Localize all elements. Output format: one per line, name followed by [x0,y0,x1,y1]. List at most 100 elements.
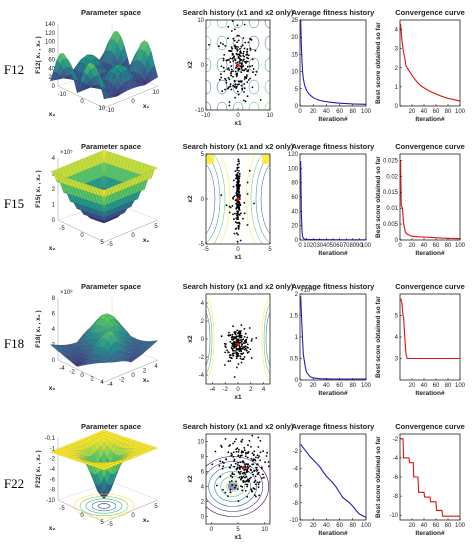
search-point [248,439,251,442]
search-point [235,345,238,348]
search-point [234,70,237,73]
x-axis-label: x1 [234,120,242,127]
search-point [244,41,247,44]
surface-mesh [49,313,159,367]
search-point [233,440,236,443]
search-point [264,461,266,464]
best-point [236,197,240,201]
x-tick-label: 40 [421,523,428,529]
search-point [257,446,260,448]
search-point [233,179,235,182]
search-point [222,488,224,491]
search-point [246,81,249,83]
search-point [253,481,256,484]
y-tick-label: 10 [197,440,204,446]
average-fitness-panel: Average fitness history 0 20 40 60 80 100 0 5 10 1… [291,8,375,123]
y-tick-label: -2 [199,355,205,361]
search-point [236,34,239,37]
contour-line [264,35,270,51]
x1-axis-label: x₁ [143,103,150,110]
x-tick-label: 0 [398,243,402,249]
x2-tick-label: 0 [80,373,84,379]
search-point [231,335,234,338]
search-point [237,233,239,236]
search-point [237,222,240,224]
search-point [243,346,246,349]
x-tick-label: 80 [445,523,452,529]
x-tick-label: 40 [323,243,330,249]
x-axis-label: Iteration# [415,250,445,257]
search-point [242,217,244,220]
search-point [232,70,235,73]
x-tick-label: 100 [361,243,372,249]
y-tick-label: 0 [295,104,299,110]
panel-title: Parameter space [81,142,141,151]
plot-frame [299,433,367,521]
x1-tick-label: 0 [131,373,135,379]
search-point [233,458,236,461]
contour-line [232,35,244,51]
search-point [236,41,239,44]
x2-tick-label: -10 [58,92,67,98]
search-point [246,53,249,56]
search-point [245,349,248,352]
y-tick-label: -8 [293,501,299,507]
search-point [227,67,230,69]
search-point [251,338,253,340]
contour-line [216,35,228,51]
y-tick-label: -4 [293,466,299,472]
x-axis-label: Iteration# [415,530,445,537]
search-point [238,330,241,333]
search-point [235,87,238,89]
x-tick-label: 0 [236,113,240,119]
search-point [257,436,260,439]
x-tick-label: 10 [303,243,310,249]
search-point [219,42,222,44]
search-point [237,461,239,464]
search-point [238,173,241,175]
search-point [229,61,232,63]
y-axis-label: x2 [187,195,194,203]
search-point [240,62,243,65]
plot-frame [299,19,367,107]
search-point [238,464,241,467]
x-tick-label: 2 [249,387,253,393]
convergence-panel: Convergence curve 20 40 60 80 100 0 1 2 3 4 Iterati… [375,8,466,123]
x-tick-label: 20 [409,243,416,249]
search-point [247,79,250,81]
search-point [228,334,230,337]
search-point [236,50,239,52]
z-axis-label: F18( x₁ , x₂ ) [35,310,42,347]
x1-tick-label: 0 [131,513,135,519]
search-point [243,78,246,80]
panel-title: Convergence curve [395,8,465,17]
search-point [247,41,250,44]
search-point [240,71,243,73]
search-point [247,444,249,447]
search-point [232,37,235,40]
search-point [216,484,218,487]
search-point [233,39,236,42]
search-point [236,53,239,56]
search-point [243,342,246,344]
x-tick-label: 80 [445,383,452,389]
search-point [227,87,229,90]
search-point [248,327,251,329]
contour-line [206,312,211,366]
surface-facet [150,340,159,344]
search-point [242,59,244,62]
contour-line [213,154,226,244]
search-point [224,88,226,91]
search-point [263,476,265,479]
y-tick-label: -10 [389,513,398,519]
search-point [249,348,252,351]
search-point [225,346,227,349]
search-point [234,350,236,352]
search-point [243,336,246,338]
z-exponent: ×10⁸ [60,289,73,296]
x2-tick-label: 10 [99,106,106,112]
search-point [227,37,229,40]
panel-title: Average fitness history [292,142,375,151]
contour-line [206,101,212,110]
